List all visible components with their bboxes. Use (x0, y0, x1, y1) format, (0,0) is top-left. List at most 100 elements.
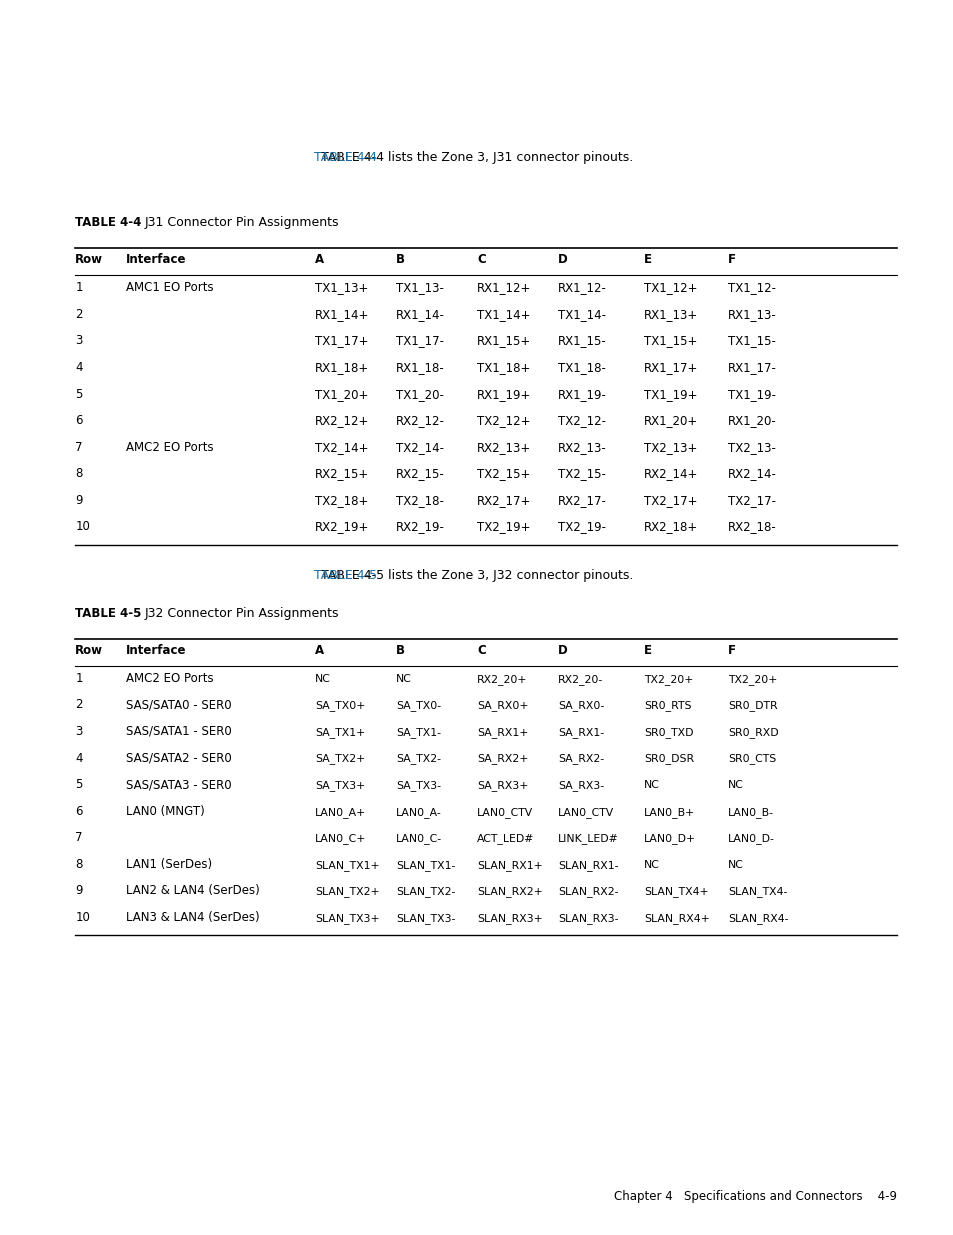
Text: J31 Connector Pin Assignments: J31 Connector Pin Assignments (145, 216, 339, 228)
Text: SA_RX0-: SA_RX0- (558, 700, 603, 711)
Text: LAN1 (SerDes): LAN1 (SerDes) (126, 858, 212, 871)
Text: TABLE 4-5: TABLE 4-5 (314, 569, 377, 583)
Text: RX2_17+: RX2_17+ (476, 494, 531, 506)
Text: Interface: Interface (126, 253, 186, 267)
Text: SR0_DTR: SR0_DTR (727, 700, 777, 711)
Text: C: C (476, 643, 485, 657)
Text: TX2_13+: TX2_13+ (643, 441, 697, 453)
Text: TX1_19-: TX1_19- (727, 388, 775, 400)
Text: 7: 7 (75, 441, 83, 453)
Text: AMC2 EO Ports: AMC2 EO Ports (126, 441, 213, 453)
Text: RX2_13-: RX2_13- (558, 441, 606, 453)
Text: SLAN_TX3+: SLAN_TX3+ (314, 913, 379, 924)
Text: RX2_14+: RX2_14+ (643, 467, 698, 480)
Text: NC: NC (314, 674, 331, 684)
Text: A: A (314, 643, 324, 657)
Text: RX2_15+: RX2_15+ (314, 467, 369, 480)
Text: RX1_14-: RX1_14- (395, 308, 444, 321)
Text: TX2_20+: TX2_20+ (643, 674, 693, 684)
Text: NC: NC (643, 860, 659, 869)
Text: SA_RX1+: SA_RX1+ (476, 727, 528, 737)
Text: SA_RX0+: SA_RX0+ (476, 700, 528, 711)
Text: 2: 2 (75, 699, 83, 711)
Text: NC: NC (727, 781, 743, 790)
Text: TX2_17-: TX2_17- (727, 494, 775, 506)
Text: RX2_13+: RX2_13+ (476, 441, 531, 453)
Text: TX2_12-: TX2_12- (558, 414, 605, 427)
Text: LAN0_CTV: LAN0_CTV (476, 806, 533, 818)
Text: SR0_RTS: SR0_RTS (643, 700, 691, 711)
Text: TX2_19+: TX2_19+ (476, 520, 530, 534)
Text: AMC1 EO Ports: AMC1 EO Ports (126, 282, 213, 294)
Text: SLAN_TX3-: SLAN_TX3- (395, 913, 455, 924)
Text: RX1_14+: RX1_14+ (314, 308, 369, 321)
Text: LAN0_A-: LAN0_A- (395, 806, 441, 818)
Text: TX1_14+: TX1_14+ (476, 308, 530, 321)
Text: B: B (395, 643, 404, 657)
Text: SA_TX2-: SA_TX2- (395, 753, 440, 764)
Text: SR0_DSR: SR0_DSR (643, 753, 694, 764)
Text: F: F (727, 643, 735, 657)
Text: SA_RX3+: SA_RX3+ (476, 781, 528, 790)
Text: A: A (314, 253, 324, 267)
Text: AMC2 EO Ports: AMC2 EO Ports (126, 672, 213, 685)
Text: SLAN_RX4-: SLAN_RX4- (727, 913, 787, 924)
Text: RX1_12-: RX1_12- (558, 282, 606, 294)
Text: F: F (727, 253, 735, 267)
Text: 2: 2 (75, 308, 83, 321)
Text: SLAN_TX1-: SLAN_TX1- (395, 860, 455, 871)
Text: SLAN_RX1-: SLAN_RX1- (558, 860, 618, 871)
Text: SLAN_RX3-: SLAN_RX3- (558, 913, 618, 924)
Text: 5: 5 (75, 388, 83, 400)
Text: RX1_18-: RX1_18- (395, 361, 444, 374)
Text: TX2_18+: TX2_18+ (314, 494, 368, 506)
Text: TABLE 4-5: TABLE 4-5 (75, 606, 142, 620)
Text: NC: NC (395, 674, 412, 684)
Text: SR0_TXD: SR0_TXD (643, 727, 693, 737)
Text: RX1_17+: RX1_17+ (643, 361, 698, 374)
Text: RX1_19+: RX1_19+ (476, 388, 531, 400)
Text: RX1_13-: RX1_13- (727, 308, 776, 321)
Text: LAN0 (MNGT): LAN0 (MNGT) (126, 805, 205, 818)
Text: LAN0_A+: LAN0_A+ (314, 806, 366, 818)
Text: SLAN_RX3+: SLAN_RX3+ (476, 913, 542, 924)
Text: RX1_20+: RX1_20+ (643, 414, 698, 427)
Text: 6: 6 (75, 805, 83, 818)
Text: 5: 5 (75, 778, 83, 792)
Text: RX1_18+: RX1_18+ (314, 361, 369, 374)
Text: 3: 3 (75, 725, 83, 739)
Text: TX1_15+: TX1_15+ (643, 335, 697, 347)
Text: TX2_18-: TX2_18- (395, 494, 443, 506)
Text: 9: 9 (75, 494, 83, 506)
Text: 1: 1 (75, 672, 83, 685)
Text: SA_RX2+: SA_RX2+ (476, 753, 528, 764)
Text: Interface: Interface (126, 643, 186, 657)
Text: SA_RX3-: SA_RX3- (558, 781, 603, 790)
Text: LAN0_CTV: LAN0_CTV (558, 806, 614, 818)
Text: TX2_15-: TX2_15- (558, 467, 605, 480)
Text: RX2_19+: RX2_19+ (314, 520, 369, 534)
Text: SA_TX3-: SA_TX3- (395, 781, 440, 790)
Text: SA_TX0-: SA_TX0- (395, 700, 440, 711)
Text: TX1_17+: TX1_17+ (314, 335, 368, 347)
Text: LAN0_B+: LAN0_B+ (643, 806, 695, 818)
Text: RX1_17-: RX1_17- (727, 361, 776, 374)
Text: SA_RX1-: SA_RX1- (558, 727, 603, 737)
Text: TX1_12-: TX1_12- (727, 282, 775, 294)
Text: TX1_19+: TX1_19+ (643, 388, 697, 400)
Text: SLAN_RX2-: SLAN_RX2- (558, 887, 618, 897)
Text: 1: 1 (75, 282, 83, 294)
Text: TABLE 4-4 lists the Zone 3, J31 connector pinouts.: TABLE 4-4 lists the Zone 3, J31 connecto… (320, 151, 633, 163)
Text: LAN0_C+: LAN0_C+ (314, 834, 366, 844)
Text: TX1_20+: TX1_20+ (314, 388, 368, 400)
Text: LAN0_C-: LAN0_C- (395, 834, 441, 844)
Text: RX2_20-: RX2_20- (558, 674, 602, 684)
Text: RX2_12-: RX2_12- (395, 414, 444, 427)
Text: TABLE 4-4: TABLE 4-4 (75, 216, 142, 228)
Text: TABLE 4-5 lists the Zone 3, J32 connector pinouts.: TABLE 4-5 lists the Zone 3, J32 connecto… (320, 569, 633, 583)
Text: TX2_14+: TX2_14+ (314, 441, 368, 453)
Text: RX2_14-: RX2_14- (727, 467, 776, 480)
Text: D: D (558, 253, 567, 267)
Text: 3: 3 (75, 335, 83, 347)
Text: SLAN_TX2-: SLAN_TX2- (395, 887, 455, 897)
